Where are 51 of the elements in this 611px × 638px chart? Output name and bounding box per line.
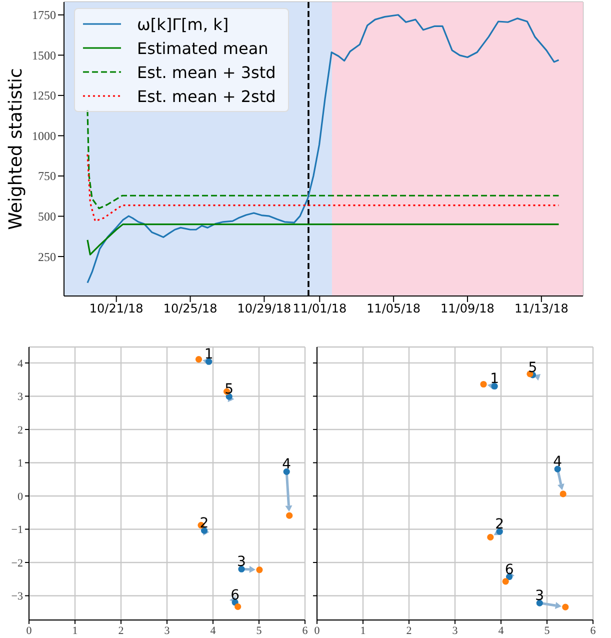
y-tick-label: 250	[38, 250, 56, 264]
y-tick-label: 500	[38, 210, 56, 224]
x-tick-label: 0	[314, 624, 320, 637]
x-tick-label: 3	[452, 624, 458, 637]
y-tick-label: 1500	[32, 48, 56, 62]
x-tick-label: 11/05/18	[366, 302, 421, 316]
legend-label: ω[k]Γ[m, k]	[137, 14, 229, 34]
x-tick-label: 10/29/18	[237, 302, 292, 316]
x-tick-label: 5	[544, 624, 550, 637]
y-tick-label: 2	[18, 424, 23, 436]
annotation: 5	[528, 360, 538, 376]
x-tick-label: 10/21/18	[89, 302, 144, 316]
x-tick-label: 5	[256, 624, 262, 637]
y-tick-label: 1000	[32, 128, 56, 143]
x-tick-label: 11/09/18	[440, 302, 494, 316]
annotation: 3	[535, 588, 544, 604]
x-tick-label: 1	[72, 624, 78, 637]
y-tick-label: 3	[18, 391, 24, 404]
annotation: 4	[553, 454, 562, 470]
x-tick-label: 4	[498, 624, 504, 637]
y-tick-label: 750	[38, 169, 56, 184]
annotation: 1	[204, 346, 214, 363]
y-tick-label: 0	[18, 490, 24, 503]
x-tick-label: 3	[164, 624, 170, 637]
x-tick-label: 1	[360, 624, 366, 637]
y-tick-label: 1250	[32, 88, 56, 103]
x-tick-label: 4	[210, 624, 216, 637]
legend-label: Est. mean + 2std	[137, 86, 276, 106]
annotation: 2	[200, 516, 209, 532]
x-tick-label: 2	[406, 624, 412, 637]
legend-label: Est. mean + 3std	[137, 62, 276, 82]
y-tick-label: −2	[11, 557, 23, 570]
y-axis-title: Weighted statistic	[6, 68, 26, 230]
annotation: 6	[504, 562, 514, 578]
x-tick-label: 2	[118, 624, 124, 637]
x-tick-label: 6	[302, 624, 308, 637]
annotation: 3	[237, 554, 246, 570]
x-tick-label: 11/01/18	[292, 302, 347, 316]
annotation: 4	[282, 456, 292, 473]
y-tick-label: −3	[11, 590, 24, 603]
annotation: 6	[230, 587, 240, 604]
y-tick-label: 1	[18, 458, 23, 470]
y-tick-label: 1750	[32, 8, 56, 22]
y-tick-label: 4	[18, 358, 24, 370]
annotation: 2	[495, 516, 504, 533]
legend-label: Estimated mean	[137, 38, 268, 58]
x-tick-label: 10/25/18	[163, 302, 218, 316]
x-tick-label: 11/13/18	[514, 302, 568, 316]
x-tick-label: 6	[590, 624, 596, 637]
y-tick-label: −1	[11, 524, 23, 536]
annotation: 1	[490, 371, 500, 388]
